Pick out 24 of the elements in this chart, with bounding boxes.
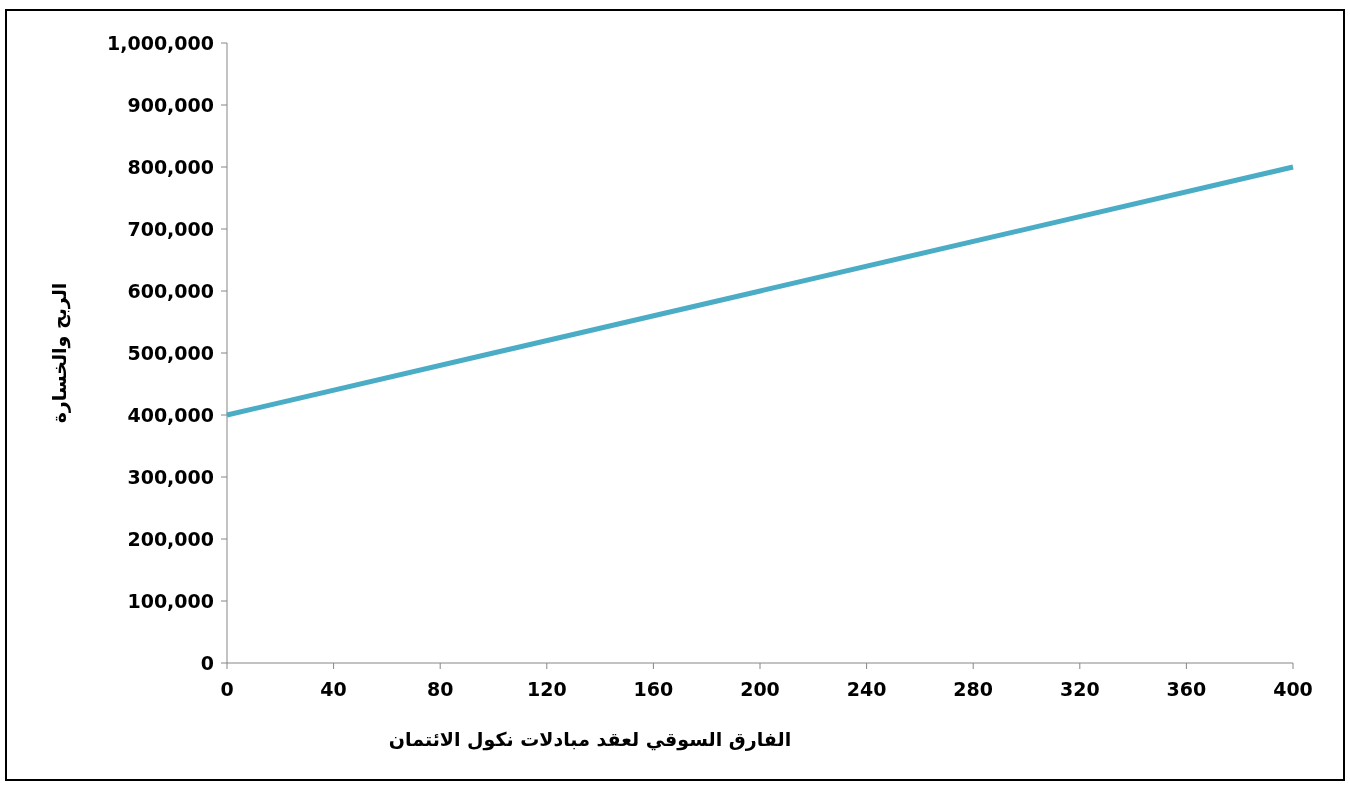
x-tick-label: 160 [633,678,674,700]
y-tick-label: 500,000 [127,342,214,364]
y-tick-label: 200,000 [127,528,214,550]
x-tick-label: 200 [740,678,780,700]
x-tick-label: 0 [220,678,234,700]
x-tick-label: 280 [953,678,994,700]
x-tick-label: 400 [1273,678,1313,700]
x-tick-label: 40 [320,678,347,700]
y-tick-label: 1,000,000 [107,32,214,54]
y-tick-label: 700,000 [127,218,214,240]
y-tick-label: 400,000 [127,404,214,426]
x-axis-title: الفارق السوقي لعقد مبادلات نكول الائتمان [388,728,792,751]
y-tick-label: 0 [200,652,214,674]
x-tick-label: 320 [1059,678,1100,700]
y-tick-label: 300,000 [127,466,214,488]
x-tick-label: 120 [526,678,567,700]
y-tick-label: 100,000 [127,590,214,612]
y-axis-title: الربح والخسارة [48,282,71,424]
y-tick-label: 900,000 [127,94,214,116]
x-tick-label: 240 [846,678,887,700]
y-tick-label: 600,000 [127,280,214,302]
y-tick-label: 800,000 [127,156,214,178]
x-tick-label: 360 [1166,678,1207,700]
x-tick-label: 80 [426,678,454,700]
